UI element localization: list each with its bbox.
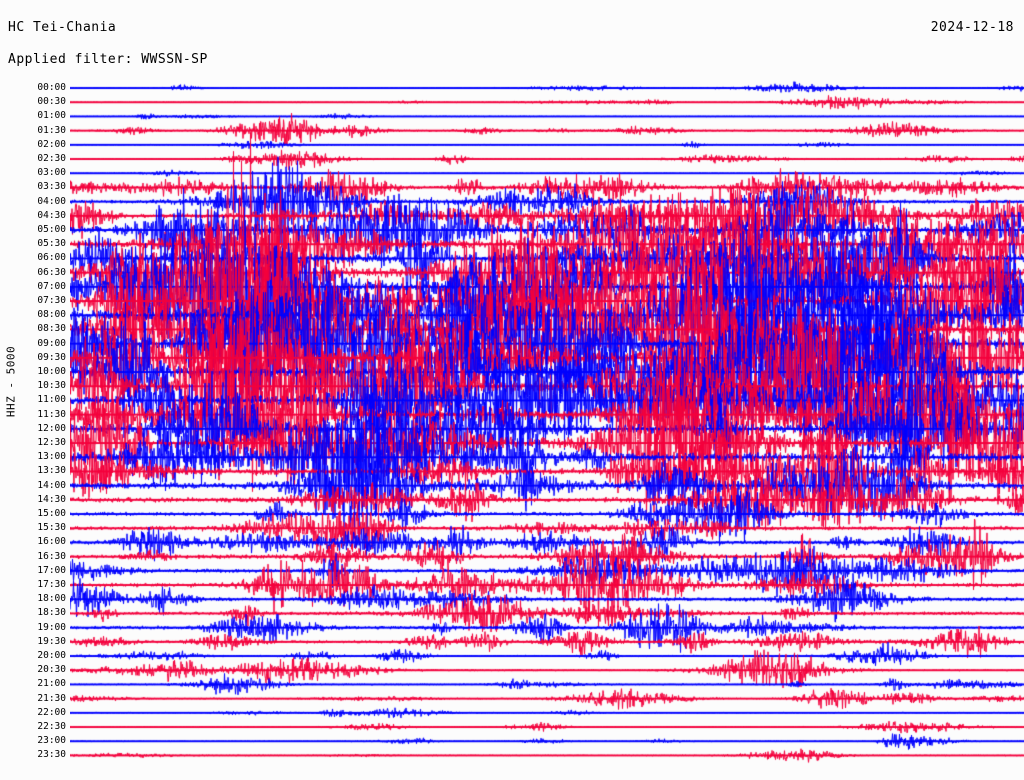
time-label: 23:00 xyxy=(37,735,66,747)
time-label: 15:30 xyxy=(37,522,66,534)
time-label: 18:00 xyxy=(37,593,66,605)
time-label: 14:00 xyxy=(37,479,66,491)
time-label: 05:30 xyxy=(37,238,66,250)
time-label: 04:30 xyxy=(37,209,66,221)
time-label: 07:00 xyxy=(37,280,66,292)
trace-canvas xyxy=(70,78,1024,778)
time-label: 10:00 xyxy=(37,366,66,377)
time-label: 02:00 xyxy=(37,138,66,150)
time-label: 05:00 xyxy=(37,224,66,235)
time-label: 00:00 xyxy=(37,82,66,93)
time-label: 16:00 xyxy=(37,536,66,548)
time-label: 17:00 xyxy=(37,564,66,576)
time-label: 19:30 xyxy=(37,635,66,647)
time-label: 21:30 xyxy=(37,692,66,704)
time-label: 20:00 xyxy=(37,650,66,661)
time-label: 14:30 xyxy=(37,493,66,505)
time-label: 06:00 xyxy=(37,252,66,264)
time-label: 06:30 xyxy=(37,266,66,278)
applied-filter-label: Applied filter: WWSSN-SP xyxy=(8,52,208,67)
time-label: 11:00 xyxy=(37,394,66,406)
time-label: 03:30 xyxy=(37,181,66,193)
seismogram-traces xyxy=(70,78,1024,778)
helicorder-plot: 00:00 00:30 01:00 01:30 02:00 02:30 03:00 03:30… xyxy=(0,78,1024,778)
time-label: 11:30 xyxy=(37,408,66,420)
time-label: 22:30 xyxy=(37,721,66,732)
time-label: 01:00 xyxy=(37,110,66,122)
time-label: 00:30 xyxy=(37,96,66,108)
time-label: 09:30 xyxy=(37,351,66,363)
time-label: 21:00 xyxy=(37,678,66,690)
record-date: 2024-12-18 xyxy=(930,20,1014,35)
time-label: 03:00 xyxy=(37,167,66,179)
time-label: 07:30 xyxy=(37,295,66,306)
time-label: 20:30 xyxy=(37,664,66,676)
time-label: 17:30 xyxy=(37,579,66,590)
time-label: 04:00 xyxy=(37,195,66,207)
time-label: 12:00 xyxy=(37,422,66,434)
time-label: 02:30 xyxy=(37,153,66,164)
time-label: 16:30 xyxy=(37,550,66,562)
time-label: 15:00 xyxy=(37,508,66,519)
time-label: 13:00 xyxy=(37,451,66,463)
header: HC Tei-Chania 2024-12-18 Applied filter:… xyxy=(0,0,1024,78)
time-label: 23:30 xyxy=(37,749,66,761)
time-label: 01:30 xyxy=(37,124,66,136)
time-axis-labels: 00:00 00:30 01:00 01:30 02:00 02:30 03:00 03:30… xyxy=(0,78,70,778)
time-label: 12:30 xyxy=(37,437,66,448)
time-label: 22:00 xyxy=(37,706,66,718)
station-title: HC Tei-Chania xyxy=(8,20,117,35)
time-label: 13:30 xyxy=(37,465,66,477)
time-label: 19:00 xyxy=(37,621,66,633)
time-label: 18:30 xyxy=(37,607,66,619)
time-label: 08:30 xyxy=(37,323,66,335)
time-label: 10:30 xyxy=(37,380,66,392)
time-label: 09:00 xyxy=(37,337,66,349)
time-label: 08:00 xyxy=(37,309,66,321)
